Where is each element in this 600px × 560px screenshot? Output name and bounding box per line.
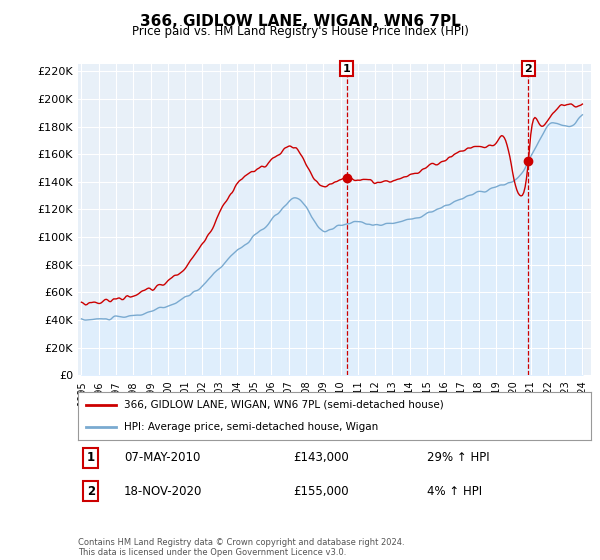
Text: 18-NOV-2020: 18-NOV-2020 xyxy=(124,485,203,498)
Text: 07-MAY-2010: 07-MAY-2010 xyxy=(124,451,200,464)
Text: 29% ↑ HPI: 29% ↑ HPI xyxy=(427,451,490,464)
Text: Price paid vs. HM Land Registry's House Price Index (HPI): Price paid vs. HM Land Registry's House … xyxy=(131,25,469,38)
Text: 366, GIDLOW LANE, WIGAN, WN6 7PL: 366, GIDLOW LANE, WIGAN, WN6 7PL xyxy=(140,14,460,29)
Text: 366, GIDLOW LANE, WIGAN, WN6 7PL (semi-detached house): 366, GIDLOW LANE, WIGAN, WN6 7PL (semi-d… xyxy=(124,400,444,410)
Text: £155,000: £155,000 xyxy=(293,485,349,498)
Text: Contains HM Land Registry data © Crown copyright and database right 2024.
This d: Contains HM Land Registry data © Crown c… xyxy=(78,538,404,557)
Text: £143,000: £143,000 xyxy=(293,451,349,464)
Text: HPI: Average price, semi-detached house, Wigan: HPI: Average price, semi-detached house,… xyxy=(124,422,379,432)
Text: 1: 1 xyxy=(343,63,350,73)
Text: 2: 2 xyxy=(524,63,532,73)
Text: 4% ↑ HPI: 4% ↑ HPI xyxy=(427,485,482,498)
Text: 1: 1 xyxy=(87,451,95,464)
Text: 2: 2 xyxy=(87,485,95,498)
